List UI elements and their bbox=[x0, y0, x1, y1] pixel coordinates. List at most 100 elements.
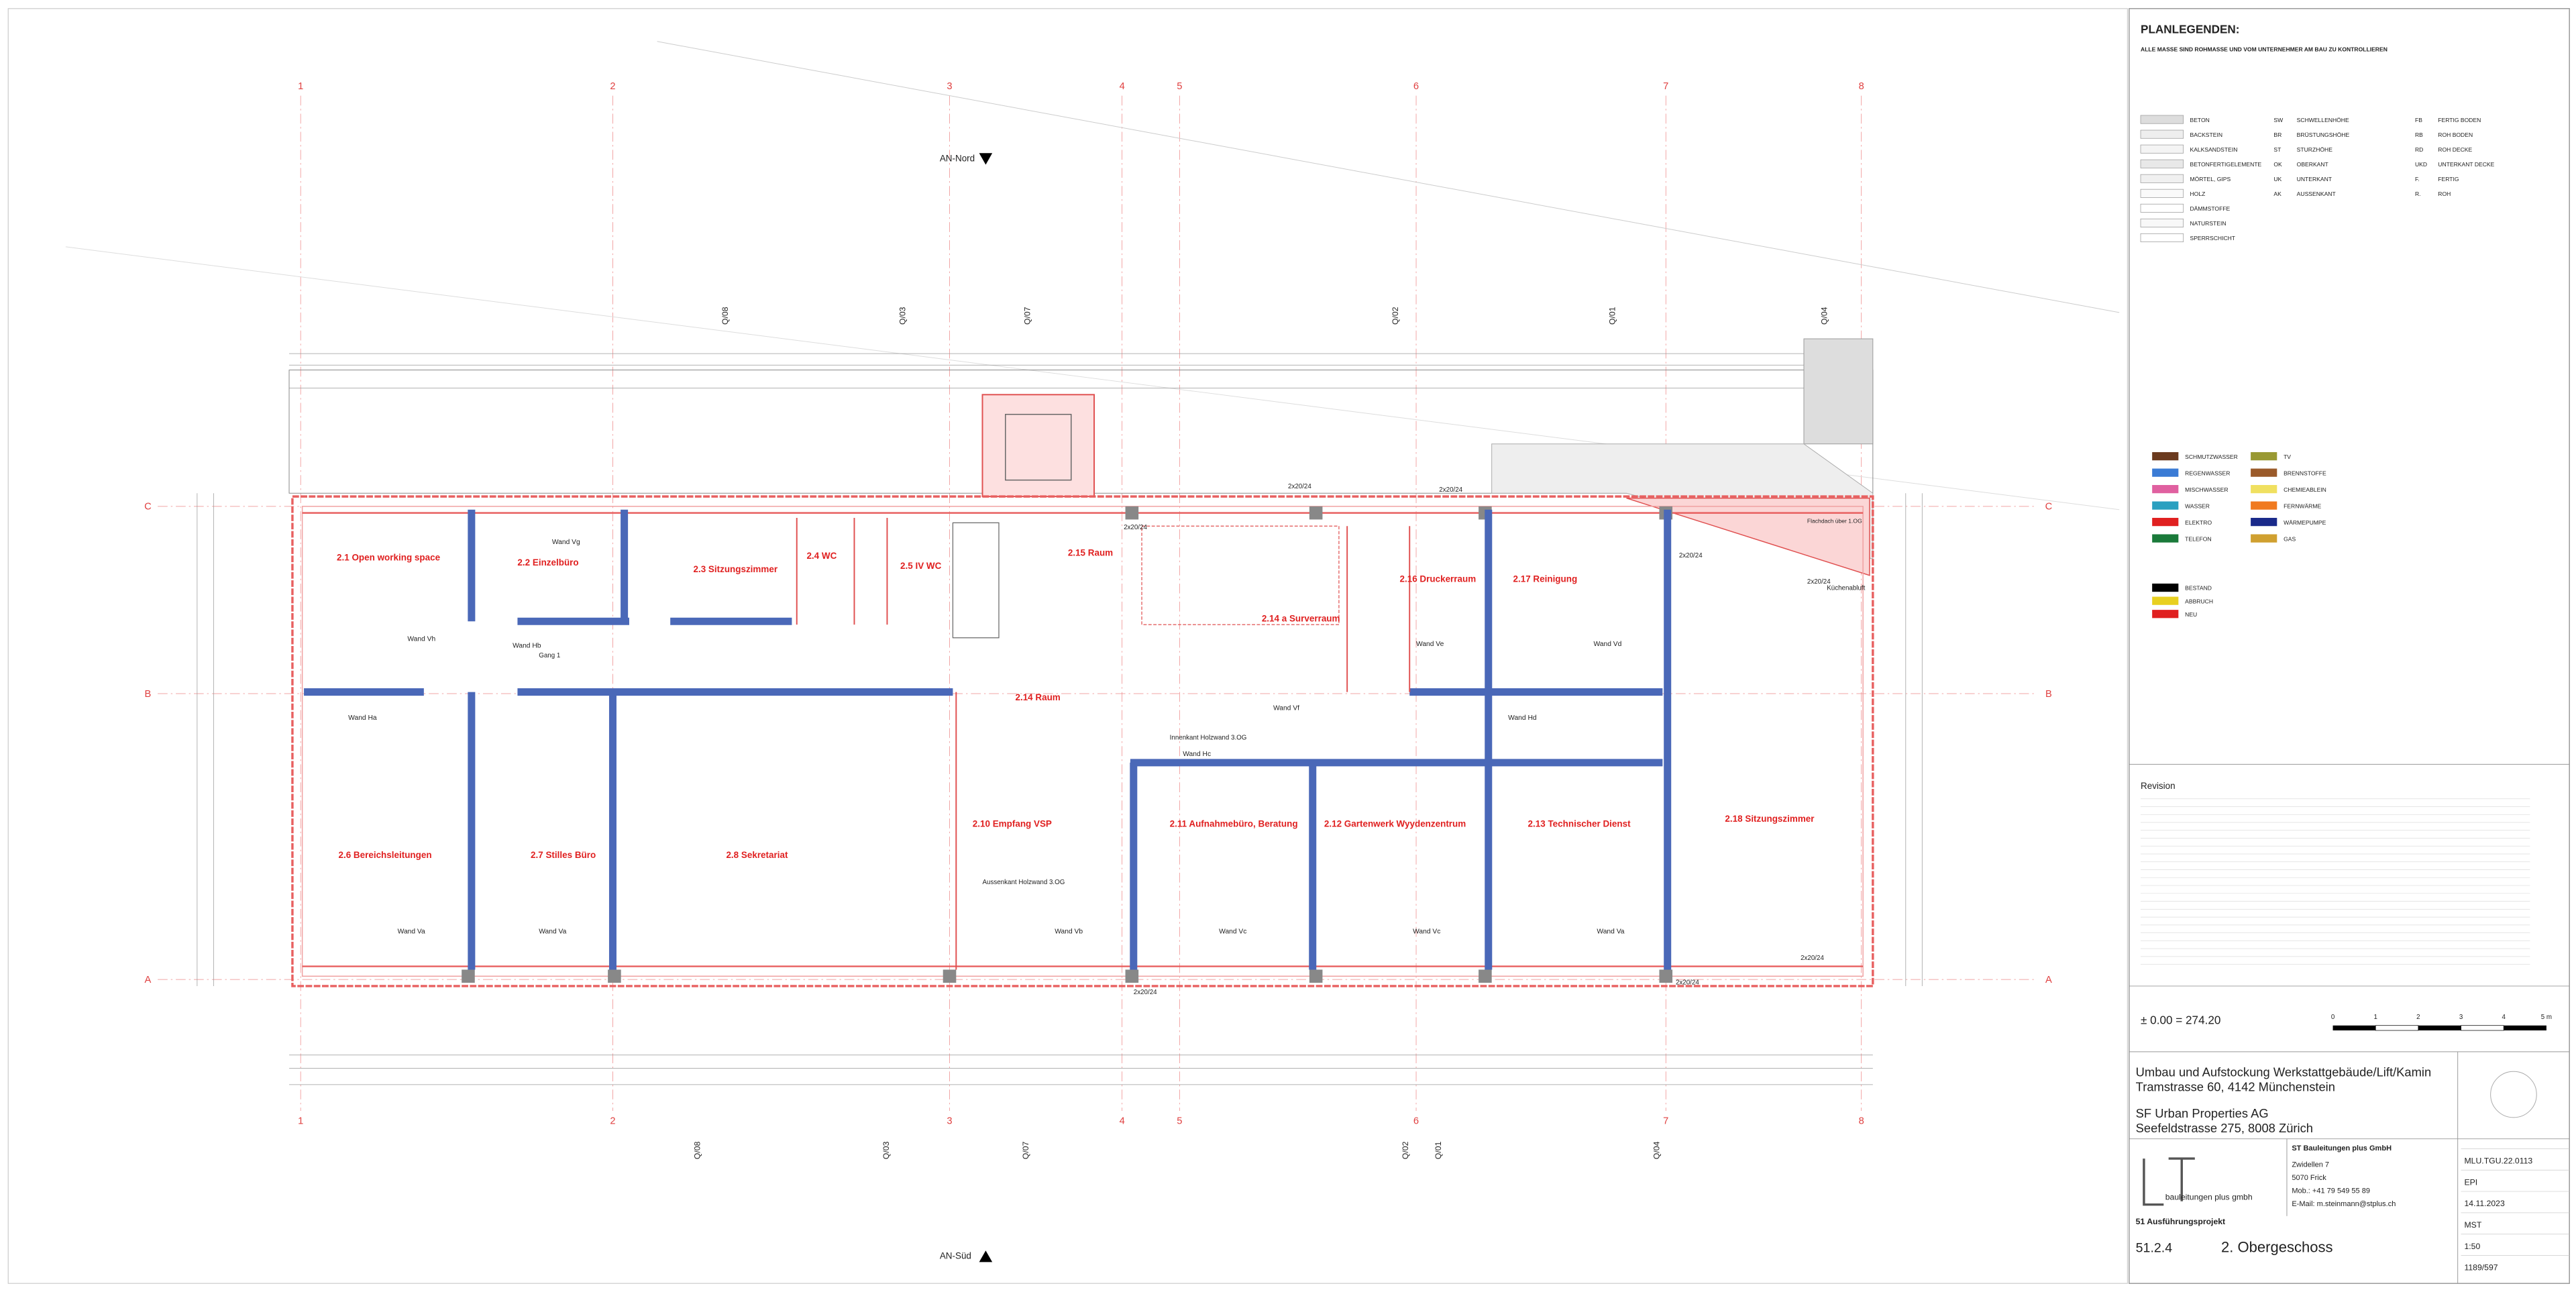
axis-number: 6 bbox=[1413, 81, 1419, 92]
orientation-label: AN-Süd bbox=[940, 1250, 971, 1260]
phase: 51 Ausführungsprojekt bbox=[2136, 1217, 2225, 1226]
wall-label: Wand Va bbox=[1597, 928, 1624, 936]
legend-item: CHEMIEABLEIN bbox=[2284, 486, 2326, 493]
office-line: E-Mail: m.steinmann@stplus.ch bbox=[2292, 1200, 2396, 1208]
axis-number: 8 bbox=[1859, 1116, 1864, 1127]
note: 2x20/24 bbox=[1124, 524, 1147, 531]
meta-value: 1:50 bbox=[2464, 1242, 2480, 1251]
legend-abbr: R. bbox=[2415, 191, 2421, 197]
legend-swatch bbox=[2251, 468, 2277, 477]
wall-label: Wand Vc bbox=[1219, 928, 1246, 936]
axis-number: 7 bbox=[1663, 1116, 1668, 1127]
scale-label: 4 bbox=[2502, 1014, 2506, 1021]
legend-swatch bbox=[2152, 485, 2179, 494]
legend-title: PLANLEGENDEN: bbox=[2141, 23, 2239, 36]
legend-item: BACKSTEIN bbox=[2190, 131, 2222, 138]
legend-swatch bbox=[2251, 501, 2277, 510]
legend-swatch bbox=[2152, 610, 2179, 618]
project-address: Tramstrasse 60, 4142 Münchenstein bbox=[2136, 1080, 2335, 1094]
legend-item: BESTAND bbox=[2185, 585, 2212, 592]
legend-item: DÄMMSTOFFE bbox=[2190, 205, 2230, 212]
note: 2x20/24 bbox=[1676, 979, 1699, 986]
legend-item: TELEFON bbox=[2185, 535, 2212, 542]
legend-item: BETONFERTIGELEMENTE bbox=[2190, 161, 2261, 168]
axis-number: 2 bbox=[610, 1116, 615, 1127]
wall-label: Wand Va bbox=[539, 928, 566, 936]
roof-section bbox=[1626, 497, 1870, 576]
office-line: Mob.: +41 79 549 55 89 bbox=[2292, 1187, 2370, 1195]
legend-abbr: BR bbox=[2273, 131, 2282, 138]
legend-item: FERTIG BODEN bbox=[2438, 117, 2481, 123]
axis-number: 6 bbox=[1413, 1116, 1419, 1127]
north-arrow bbox=[2490, 1071, 2537, 1118]
note: 2x20/24 bbox=[1134, 989, 1157, 996]
axis-letter: A bbox=[2045, 975, 2052, 985]
wall-label: Wand Hc bbox=[1183, 751, 1211, 758]
legend-item: KALKSANDSTEIN bbox=[2190, 146, 2237, 153]
room-label: 2.1 Open working space bbox=[337, 553, 441, 563]
legend-item: BETON bbox=[2190, 117, 2209, 123]
room-label: 2.16 Druckerraum bbox=[1400, 574, 1477, 584]
room-label: 2.18 Sitzungszimmer bbox=[1725, 814, 1815, 824]
wall-label: Wand Vg bbox=[552, 539, 580, 546]
legend-abbr: ST bbox=[2273, 146, 2282, 153]
room-label: 2.4 WC bbox=[806, 551, 837, 561]
axis-number: 4 bbox=[1120, 81, 1125, 92]
scale-label: 1 bbox=[2373, 1014, 2377, 1021]
note: Küchenabluft bbox=[1827, 585, 1865, 592]
axis-grid bbox=[158, 95, 2037, 1112]
legend-item: REGENWASSER bbox=[2185, 470, 2230, 476]
legend-item: UNTERKANT bbox=[2297, 176, 2332, 182]
wall-label: Wand Vh bbox=[407, 636, 435, 643]
chimney bbox=[1803, 338, 1874, 445]
scale-label: 3 bbox=[2459, 1014, 2463, 1021]
south-marker bbox=[979, 1250, 993, 1262]
legend-swatch bbox=[2152, 452, 2179, 461]
axis-number: 1 bbox=[298, 1116, 303, 1127]
legend-item: ROH bbox=[2438, 191, 2451, 197]
meta-value: EPI bbox=[2464, 1177, 2477, 1187]
legend-item: WASSER bbox=[2185, 502, 2210, 509]
legend-swatch bbox=[2251, 485, 2277, 494]
meta-value: MLU.TGU.22.0113 bbox=[2464, 1156, 2532, 1165]
legend-item: NATURSTEIN bbox=[2190, 220, 2226, 227]
legend-abbr: OK bbox=[2273, 161, 2282, 168]
axis-number: 3 bbox=[947, 1116, 952, 1127]
legend-item: ABBRUCH bbox=[2185, 598, 2213, 604]
legend-swatch bbox=[2152, 501, 2179, 510]
partitions bbox=[796, 517, 1411, 970]
site-line bbox=[657, 41, 2120, 313]
wall-label: Wand Va bbox=[398, 928, 425, 936]
room-label: 2.10 Empfang VSP bbox=[973, 818, 1052, 828]
room-label: 2.3 Sitzungszimmer bbox=[693, 564, 777, 574]
office-line: Zwidellen 7 bbox=[2292, 1161, 2329, 1169]
axis-label: Q/07 bbox=[1023, 307, 1032, 325]
axis-number: 2 bbox=[610, 81, 615, 92]
legend-abbr: AK bbox=[2273, 191, 2282, 197]
legend-swatch bbox=[2251, 517, 2277, 527]
inner-outline bbox=[301, 506, 1864, 977]
legend-item: BRENNSTOFFE bbox=[2284, 470, 2326, 476]
axis-letter: B bbox=[145, 689, 152, 700]
axis-number: 5 bbox=[1177, 81, 1182, 92]
legend-item: TV bbox=[2284, 453, 2291, 460]
legend-item: WÄRMEPUMPE bbox=[2284, 519, 2326, 526]
revision-title: Revision bbox=[2141, 781, 2176, 791]
legend-item: SCHWELLENHÖHE bbox=[2297, 117, 2349, 123]
axis-number: 5 bbox=[1177, 1116, 1182, 1127]
legend-item: UNTERKANT DECKE bbox=[2438, 161, 2494, 168]
legend-item: NEU bbox=[2185, 611, 2197, 618]
legend-abbr: RB bbox=[2415, 131, 2423, 138]
axis-letter: C bbox=[144, 502, 152, 513]
axis-number: 7 bbox=[1663, 81, 1668, 92]
room-label: 2.2 Einzelbüro bbox=[517, 557, 578, 568]
note: 2x20/24 bbox=[1439, 486, 1462, 494]
scale-label: 2 bbox=[2416, 1014, 2420, 1021]
legend-abbr: UK bbox=[2273, 176, 2282, 182]
legend-swatch bbox=[2152, 468, 2179, 477]
legend-abbr: RD bbox=[2415, 146, 2423, 153]
legend-abbr: FB bbox=[2415, 117, 2422, 123]
legend-swatch bbox=[2152, 583, 2179, 592]
legend-subtitle: ALLE MASSE SIND ROHMASSE UND VOM UNTERNE… bbox=[2141, 46, 2387, 52]
